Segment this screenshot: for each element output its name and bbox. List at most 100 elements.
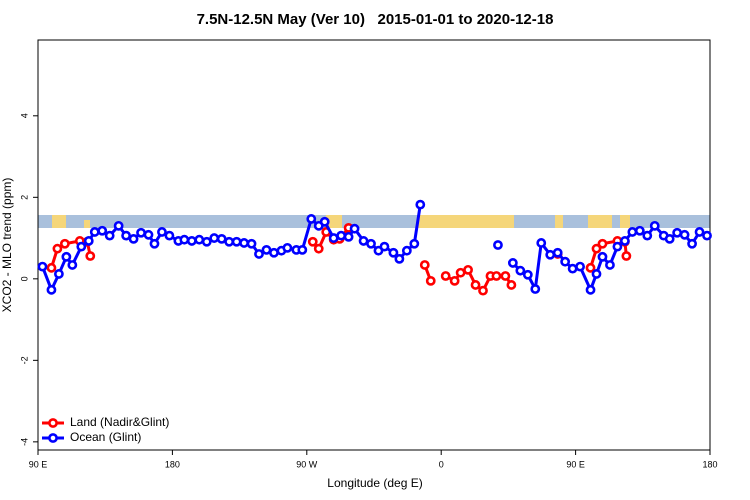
legend-label: Ocean (Glint) — [70, 430, 141, 444]
data-point — [605, 260, 615, 270]
data-point — [186, 236, 197, 246]
legend-label: Land (Nadir&Glint) — [70, 415, 169, 429]
data-point — [500, 271, 511, 281]
plot-frame — [37, 39, 711, 451]
data-point — [97, 225, 108, 236]
data-point — [679, 229, 690, 240]
plot-layer: 90 E 180 90 W 0 90 E 180 -4 -2 0 2 4 Land (Nadir&Gl… — [19, 113, 717, 469]
data-point — [470, 280, 481, 290]
data-point — [379, 241, 390, 252]
data-point — [239, 238, 249, 248]
y-tick-label: 4 — [19, 113, 29, 118]
data-point — [254, 249, 264, 259]
data-point — [313, 243, 324, 254]
data-point — [336, 230, 347, 241]
x-tick-label: 90 E — [566, 459, 585, 469]
data-point — [394, 253, 405, 264]
data-point — [113, 220, 124, 231]
data-point — [46, 284, 57, 295]
legend-marker — [48, 433, 58, 443]
data-point — [597, 251, 608, 262]
data-point — [366, 238, 376, 249]
data-point — [128, 233, 139, 244]
data-point — [687, 238, 697, 249]
data-point — [246, 238, 257, 249]
x-tick-label: 180 — [702, 459, 717, 469]
data-point — [306, 214, 317, 224]
data-point — [76, 241, 87, 252]
data-point — [216, 233, 227, 244]
data-point — [83, 236, 94, 246]
data-point — [37, 261, 48, 272]
data-point — [46, 262, 57, 273]
data-point — [104, 230, 115, 241]
data-point — [694, 227, 705, 237]
data-point — [491, 271, 502, 281]
data-point — [269, 247, 279, 258]
data-point — [440, 271, 451, 281]
x-tick-label: 90 E — [29, 459, 48, 469]
data-point — [328, 233, 339, 243]
y-tick-label: -2 — [19, 356, 29, 364]
legend-marker — [48, 418, 58, 428]
data-point — [506, 280, 517, 290]
y-tick-label: 2 — [19, 195, 29, 200]
x-tick-label: 180 — [165, 459, 180, 469]
data-point — [621, 251, 632, 261]
data-point — [409, 238, 420, 249]
data-point — [261, 244, 272, 255]
data-point — [449, 275, 460, 286]
y-tick-label: 0 — [19, 276, 29, 281]
data-point — [585, 262, 596, 273]
data-point — [642, 230, 653, 241]
data-point — [349, 223, 360, 234]
data-point — [358, 236, 369, 246]
data-point — [121, 230, 132, 241]
data-point — [164, 230, 175, 241]
map-strip — [38, 215, 710, 228]
data-point — [507, 258, 518, 268]
data-point — [522, 269, 533, 280]
data-point — [282, 242, 293, 253]
data-point — [702, 230, 712, 241]
data-point — [591, 269, 602, 279]
y-tick-label: -4 — [19, 438, 29, 446]
data-point — [612, 241, 623, 252]
data-point — [52, 243, 63, 254]
data-point — [545, 249, 556, 260]
data-point — [61, 251, 72, 262]
data-point — [415, 199, 426, 210]
data-point — [143, 229, 154, 240]
data-point — [319, 216, 330, 227]
data-point — [149, 238, 160, 249]
data-point — [67, 260, 78, 270]
data-point — [493, 240, 503, 250]
data-point — [672, 227, 683, 238]
data-point — [401, 245, 412, 256]
data-point — [194, 234, 205, 245]
data-point — [201, 236, 212, 247]
x-axis-label: Longitude (deg E) — [327, 476, 422, 490]
y-axis-label: XCO2 - MLO trend (ppm) — [0, 178, 14, 313]
data-point — [515, 265, 526, 276]
data-point — [343, 231, 354, 242]
data-point — [425, 275, 436, 286]
data-point — [597, 238, 608, 249]
data-point — [85, 251, 96, 261]
data-point — [478, 285, 488, 296]
x-tick-label: 90 W — [296, 459, 318, 469]
data-point — [463, 264, 473, 275]
x-tick-label: 0 — [439, 459, 444, 469]
data-point — [575, 261, 585, 272]
data-point — [552, 247, 563, 258]
data-point — [297, 244, 308, 255]
data-point — [591, 243, 602, 254]
data-point — [664, 233, 675, 244]
data-point — [419, 260, 430, 270]
data-point — [209, 233, 220, 243]
data-point — [89, 227, 100, 237]
data-point — [627, 227, 638, 237]
data-point — [634, 225, 645, 236]
data-point — [560, 256, 571, 267]
data-point — [157, 227, 167, 237]
